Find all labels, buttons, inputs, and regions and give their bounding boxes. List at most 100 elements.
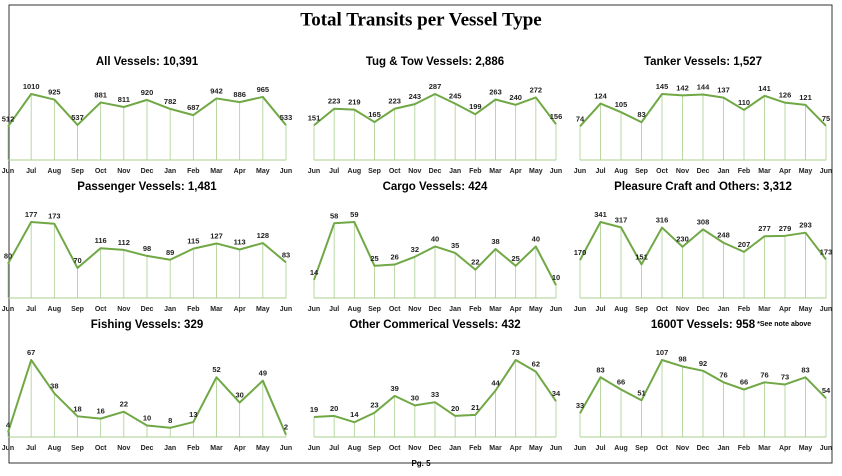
data-label: 105 — [615, 100, 628, 109]
x-tick-label: Oct — [389, 445, 401, 452]
x-tick-label: Jul — [329, 168, 339, 175]
data-label: 8 — [168, 416, 172, 425]
data-label: 38 — [491, 237, 499, 246]
x-tick-label: Mar — [758, 445, 771, 452]
data-label: 76 — [760, 370, 768, 379]
data-label: 73 — [511, 348, 519, 357]
data-label: 308 — [697, 217, 710, 226]
series-line — [579, 93, 827, 127]
data-label: 33 — [576, 401, 584, 410]
data-label: 70 — [73, 256, 81, 265]
x-tick-label: May — [799, 306, 813, 313]
x-tick-label: Feb — [738, 168, 750, 175]
data-label: 14 — [310, 268, 319, 277]
data-label: 18 — [73, 404, 81, 413]
data-label: 73 — [781, 372, 789, 381]
x-tick-label: Dec — [141, 168, 154, 175]
x-tick-label: Nov — [676, 168, 689, 175]
series-line — [7, 221, 287, 269]
data-label: 22 — [471, 258, 479, 267]
x-tick-label: May — [256, 168, 270, 175]
data-label: 1010 — [23, 82, 40, 91]
series-line — [579, 359, 827, 414]
data-label: 279 — [779, 224, 792, 233]
series-line — [313, 221, 557, 286]
data-label: 25 — [511, 254, 519, 263]
data-label: 30 — [235, 391, 243, 400]
x-tick-label: Jun — [2, 306, 14, 313]
chart-title: Cargo Vessels: 424 — [383, 181, 488, 193]
data-label: 223 — [328, 97, 341, 106]
data-label: 54 — [822, 386, 831, 395]
x-tick-label: Jul — [595, 168, 605, 175]
data-label: 170 — [574, 248, 587, 257]
annotation: *See note above — [757, 321, 811, 328]
series-line — [7, 359, 287, 436]
data-label: 51 — [637, 388, 645, 397]
page-border — [8, 4, 833, 464]
data-label: 19 — [310, 405, 318, 414]
x-tick-label: Feb — [738, 445, 750, 452]
x-tick-label: Apr — [234, 445, 246, 452]
data-label: 316 — [656, 216, 669, 225]
x-tick-label: Feb — [187, 306, 199, 313]
x-tick-label: Feb — [469, 168, 481, 175]
chart-title: All Vessels: 10,391 — [96, 56, 199, 68]
data-label: 83 — [282, 250, 290, 259]
data-label: 10 — [143, 413, 151, 422]
data-label: 2 — [284, 423, 288, 432]
data-label: 113 — [234, 237, 246, 246]
x-tick-label: Jun — [574, 445, 586, 452]
x-tick-label: Jun — [280, 168, 292, 175]
data-label: 75 — [822, 114, 830, 123]
x-tick-label: May — [256, 306, 270, 313]
x-tick-label: May — [529, 168, 543, 175]
x-tick-label: Jul — [26, 168, 36, 175]
x-tick-label: Aug — [48, 306, 62, 313]
x-tick-label: Apr — [779, 168, 791, 175]
x-tick-label: Jul — [595, 306, 605, 313]
series-line — [7, 93, 287, 128]
data-label: 22 — [120, 400, 128, 409]
chart-title: Fishing Vessels: 329 — [91, 319, 204, 331]
x-tick-label: Apr — [779, 306, 791, 313]
data-label: 98 — [678, 354, 686, 363]
x-tick-label: Jun — [820, 168, 832, 175]
x-tick-label: Sep — [71, 445, 84, 452]
x-tick-label: Mar — [210, 168, 223, 175]
data-label: 13 — [189, 410, 197, 419]
data-label: 76 — [719, 370, 727, 379]
data-label: 782 — [164, 97, 177, 106]
data-label: 942 — [210, 86, 223, 95]
data-label: 287 — [429, 82, 442, 91]
data-label: 317 — [615, 215, 628, 224]
x-tick-label: Sep — [635, 306, 648, 313]
data-label: 30 — [411, 393, 419, 402]
data-label: 40 — [431, 234, 439, 243]
x-tick-label: Feb — [738, 306, 750, 313]
x-tick-label: Sep — [635, 445, 648, 452]
x-tick-label: Jul — [26, 445, 36, 452]
x-tick-label: Aug — [614, 306, 628, 313]
x-tick-label: Dec — [697, 168, 710, 175]
x-tick-label: Dec — [429, 445, 442, 452]
x-tick-label: Dec — [429, 168, 442, 175]
x-tick-label: Nov — [117, 306, 130, 313]
data-label: 89 — [166, 248, 174, 257]
page-number: Pg. 5 — [411, 459, 431, 468]
data-label: 98 — [143, 244, 151, 253]
x-tick-label: Oct — [95, 306, 107, 313]
data-label: 145 — [656, 82, 669, 91]
data-label: 512 — [2, 115, 15, 124]
x-tick-label: Jun — [308, 306, 320, 313]
data-label: 230 — [676, 235, 689, 244]
x-tick-label: Feb — [469, 306, 481, 313]
data-label: 272 — [530, 85, 543, 94]
x-tick-label: Nov — [408, 445, 421, 452]
data-label: 151 — [635, 252, 648, 261]
data-label: 58 — [330, 211, 338, 220]
data-label: 240 — [509, 93, 522, 102]
data-label: 263 — [489, 88, 502, 97]
x-tick-label: Aug — [614, 445, 628, 452]
